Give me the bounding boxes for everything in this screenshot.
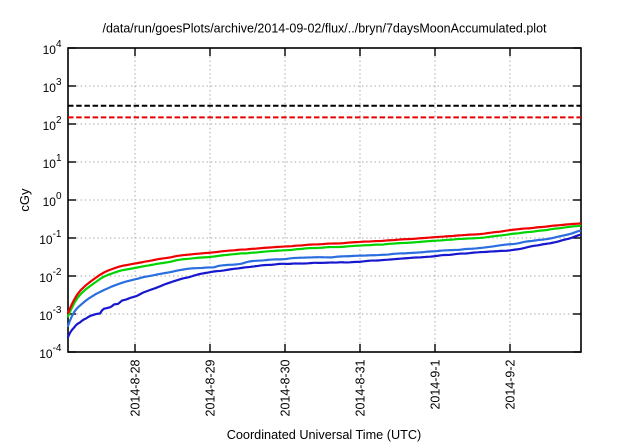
svg-text:2014-8-30: 2014-8-30	[279, 359, 293, 416]
svg-text:2014-9-2: 2014-9-2	[504, 359, 518, 409]
svg-text:/data/run/goesPlots/archive/20: /data/run/goesPlots/archive/2014-09-02/f…	[102, 22, 547, 36]
svg-text:2014-8-31: 2014-8-31	[354, 359, 368, 416]
svg-text:2014-8-28: 2014-8-28	[129, 359, 143, 416]
svg-text:2014-9-1: 2014-9-1	[429, 359, 443, 409]
svg-text:Coordinated Universal Time (UT: Coordinated Universal Time (UTC)	[227, 428, 422, 442]
svg-text:cGy: cGy	[17, 188, 32, 212]
svg-text:2014-8-29: 2014-8-29	[204, 359, 218, 416]
